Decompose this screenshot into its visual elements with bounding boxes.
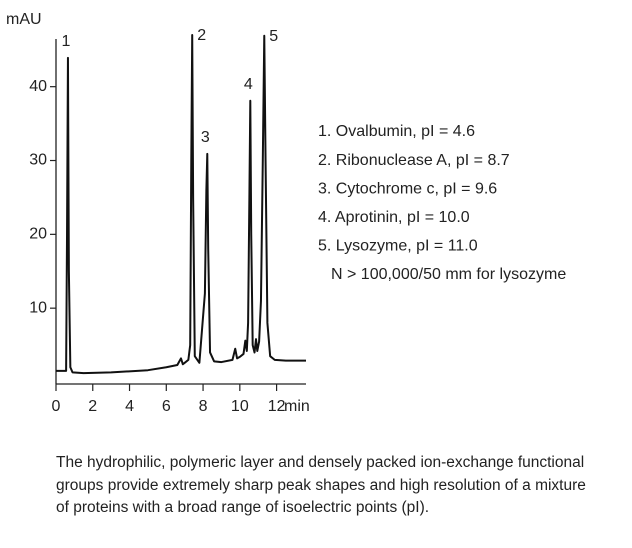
x-tick-label: 0: [52, 398, 61, 415]
peak-note: 1. Ovalbumin, pI = 4.6: [318, 123, 475, 140]
peak-note: 5. Lysozyme, pI = 11.0: [318, 238, 478, 255]
peak-label: 2: [197, 27, 206, 44]
y-tick-label: 10: [29, 299, 47, 316]
peak-note: N > 100,000/50 mm for lysozyme: [331, 266, 566, 283]
x-tick-label: 2: [88, 398, 97, 415]
y-axis-label: mAU: [6, 11, 42, 28]
peak-label: 5: [269, 28, 278, 45]
y-tick-label: 30: [29, 152, 47, 169]
x-tick-label: 8: [199, 398, 208, 415]
peak-label: 1: [61, 33, 70, 50]
x-axis-label: min: [284, 398, 310, 415]
y-tick-label: 40: [29, 78, 47, 95]
y-tick-label: 20: [29, 226, 47, 243]
caption: The hydrophilic, polymeric layer and den…: [56, 454, 586, 516]
peak-label: 3: [201, 129, 210, 146]
peak-note: 4. Aprotinin, pI = 10.0: [318, 209, 470, 226]
x-tick-label: 12: [268, 398, 286, 415]
chromatogram-trace: [56, 34, 306, 375]
x-tick-label: 6: [162, 398, 171, 415]
x-tick-label: 4: [125, 398, 134, 415]
peak-note: 2. Ribonuclease A, pI = 8.7: [318, 152, 510, 169]
x-tick-label: 10: [231, 398, 249, 415]
peak-note: 3. Cytochrome c, pI = 9.6: [318, 180, 497, 197]
peak-label: 4: [244, 76, 253, 93]
